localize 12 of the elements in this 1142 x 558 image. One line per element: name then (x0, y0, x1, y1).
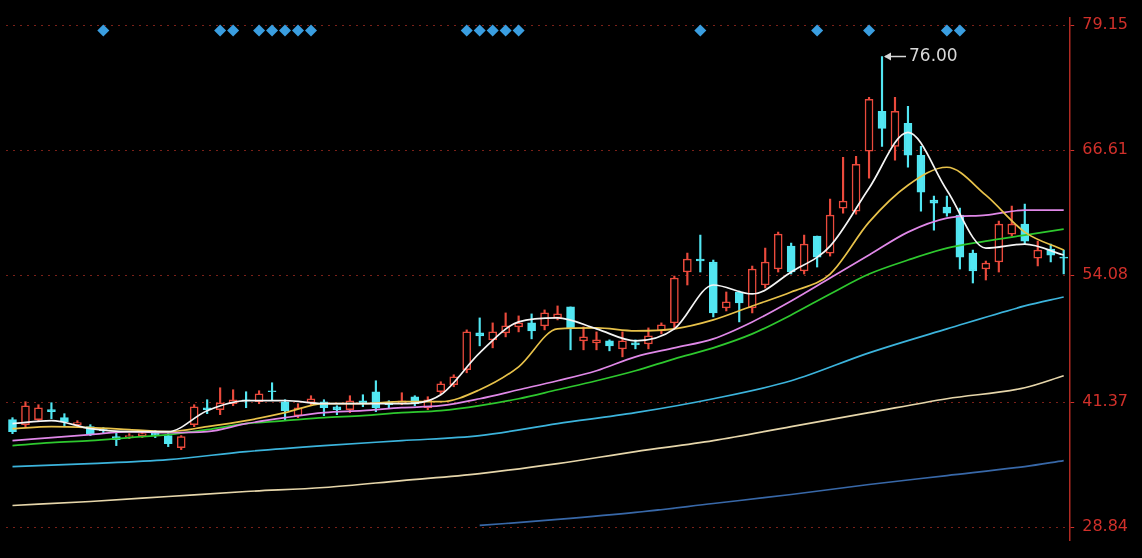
annotation: 76.00 (909, 44, 958, 65)
candlestick (579, 326, 588, 351)
y-tick-label: 66.61 (1082, 139, 1129, 159)
y-tick-label: 41.37 (1082, 391, 1129, 411)
line-series (478, 459, 1065, 527)
y-tick-label: 79.15 (1082, 14, 1129, 34)
y-tick-label: 28.84 (1082, 516, 1129, 536)
line-series (11, 374, 1065, 507)
y-tick-label: 54.08 (1082, 264, 1129, 284)
candlestick (592, 331, 601, 351)
candlestick (47, 402, 56, 420)
line-series (11, 296, 1065, 468)
